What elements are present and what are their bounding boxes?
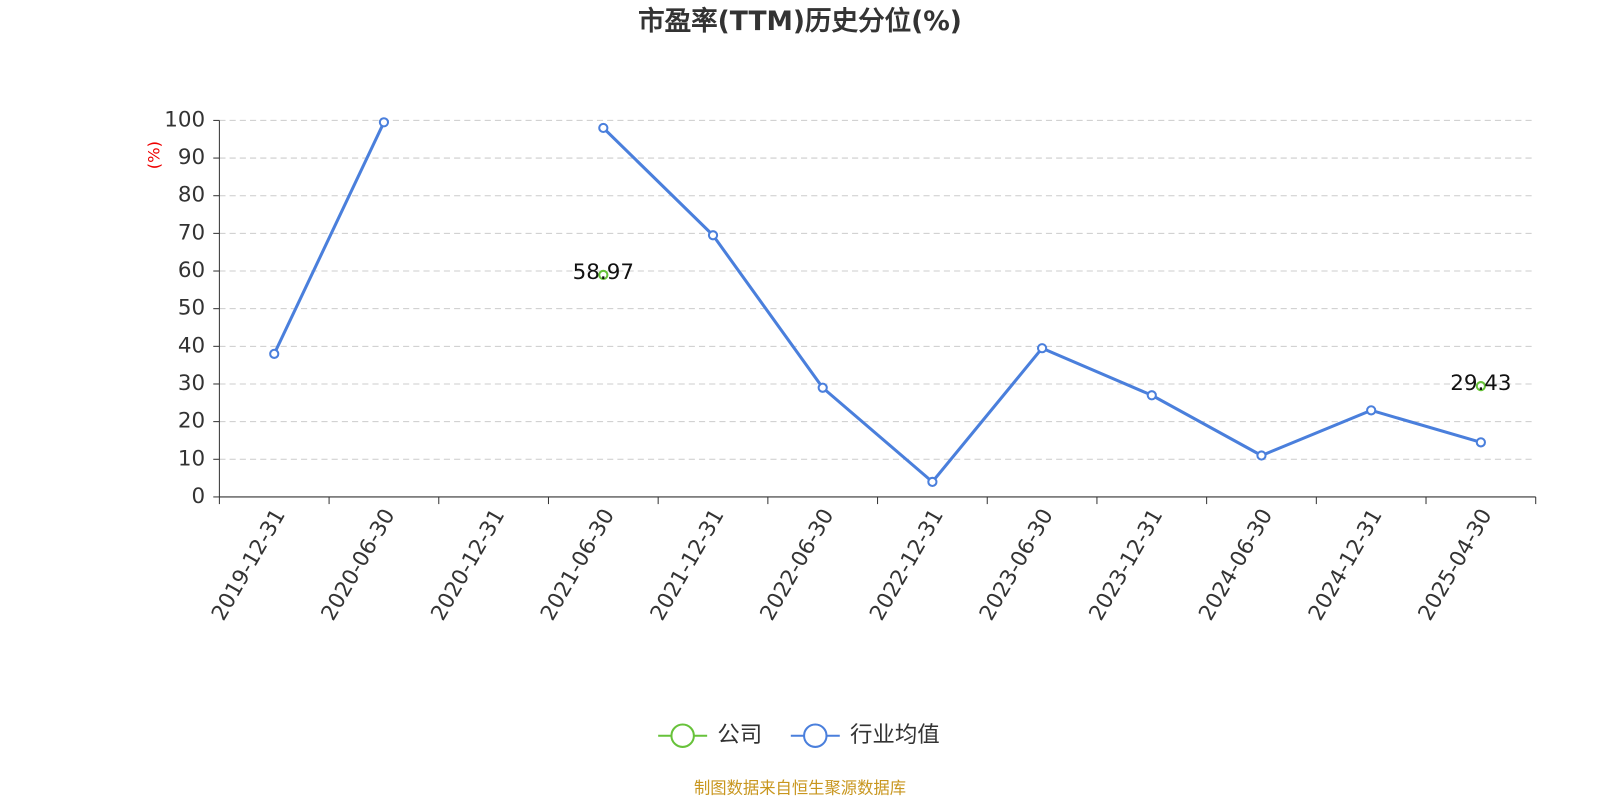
y-tick-label: 60	[178, 258, 205, 283]
y-axis-label: (%)	[145, 141, 164, 169]
legend-label: 公司	[717, 722, 762, 748]
y-tick-label: 90	[178, 145, 205, 170]
data-label: 58.97	[573, 260, 634, 285]
y-tick-label: 40	[178, 333, 205, 358]
point	[707, 230, 719, 241]
legend-label: 行业均值	[850, 722, 940, 748]
x-tick-label: 2021-06-30	[536, 505, 620, 625]
source-note: 制图数据来自恒生聚源数据库	[694, 778, 906, 797]
x-tick-label: 2023-12-31	[1084, 505, 1168, 625]
point	[1475, 437, 1486, 448]
series-line	[602, 126, 1482, 485]
y-tick-label: 80	[178, 183, 205, 208]
x-tick-label: 2022-06-30	[755, 505, 839, 625]
point	[1475, 381, 1486, 392]
legend-marker	[670, 723, 695, 748]
y-tick-label: 20	[178, 409, 205, 434]
x-tick-label: 2019-12-31	[207, 505, 291, 625]
point	[269, 348, 280, 359]
point	[927, 476, 938, 487]
y-tick-label: 100	[164, 107, 205, 132]
point	[378, 117, 390, 128]
point	[1366, 405, 1377, 416]
x-tick-label: 2021-12-31	[646, 505, 730, 625]
point	[598, 122, 609, 134]
x-tick-label: 2022-12-31	[865, 505, 949, 625]
data-label: 29.43	[1450, 371, 1511, 396]
point	[1036, 343, 1048, 354]
y-tick-label: 30	[178, 371, 205, 396]
x-tick-label: 2024-12-31	[1304, 505, 1388, 625]
x-tick-label: 2020-06-30	[317, 505, 401, 625]
x-tick-label: 2020-12-31	[426, 505, 510, 625]
point	[598, 269, 609, 281]
series-line	[272, 121, 386, 355]
x-tick-label: 2025-04-30	[1414, 505, 1498, 625]
y-tick-label: 10	[178, 446, 205, 471]
x-tick-label: 2024-06-30	[1194, 505, 1278, 625]
x-tick-label: 2023-06-30	[975, 505, 1059, 625]
chart-title: 市盈率(TTM)历史分位(%)	[638, 6, 962, 37]
y-tick-label: 50	[178, 296, 205, 321]
point	[817, 382, 828, 393]
point	[1146, 390, 1157, 401]
point	[1256, 450, 1267, 461]
y-tick-label: 0	[191, 484, 205, 509]
legend-marker	[803, 723, 828, 748]
y-tick-label: 70	[178, 220, 205, 245]
